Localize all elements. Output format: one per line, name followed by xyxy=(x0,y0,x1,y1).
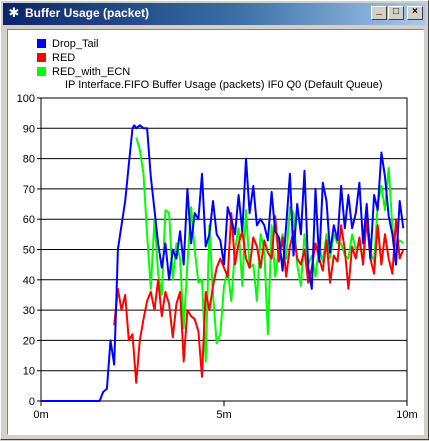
legend-label-drop-tail: Drop_Tail xyxy=(52,38,99,50)
y-tick-label: 80 xyxy=(23,154,35,166)
series-line-red xyxy=(113,212,405,384)
legend-item-red: RED xyxy=(37,51,75,65)
legend-label-red-with-ecn: RED_with_ECN xyxy=(52,66,131,78)
series-line-drop-tail xyxy=(41,124,405,402)
close-button[interactable]: × xyxy=(407,6,423,20)
legend-swatch-red-with-ecn xyxy=(37,67,46,76)
x-tick-label: 0m xyxy=(33,409,48,421)
y-tick-label: 70 xyxy=(23,184,35,196)
y-tick-label: 90 xyxy=(23,123,35,135)
plot-frame xyxy=(40,97,408,402)
legend-item-red-with-ecn: RED_with_ECN xyxy=(37,65,130,79)
legend-swatch-drop-tail xyxy=(37,39,46,48)
x-tick-label: 5m xyxy=(216,409,231,421)
window-title: Buffer Usage (packet) xyxy=(25,6,150,20)
legend-item-drop-tail: Drop_Tail xyxy=(37,37,98,51)
legend-label-red: RED xyxy=(52,52,76,64)
y-tick-label: 40 xyxy=(23,275,35,287)
title-bar[interactable]: ✱ Buffer Usage (packet) _ □ × xyxy=(3,3,426,25)
y-tick-label: 20 xyxy=(23,335,35,347)
y-tick-label: 60 xyxy=(23,214,35,226)
y-tick-label: 30 xyxy=(23,305,35,317)
asterisk-icon: ✱ xyxy=(8,5,20,20)
y-tick-label: 100 xyxy=(17,93,35,105)
x-tick-label: 10m xyxy=(396,409,417,421)
y-tick-label: 50 xyxy=(23,245,35,257)
minimize-button[interactable]: _ xyxy=(371,6,387,20)
legend-swatch-red xyxy=(37,53,46,62)
y-tick-label: 10 xyxy=(23,366,35,378)
y-tick-label: 0 xyxy=(29,396,35,408)
chart-title: IP Interface.FIFO Buffer Usage (packets)… xyxy=(65,79,383,91)
maximize-button[interactable]: □ xyxy=(388,6,404,20)
